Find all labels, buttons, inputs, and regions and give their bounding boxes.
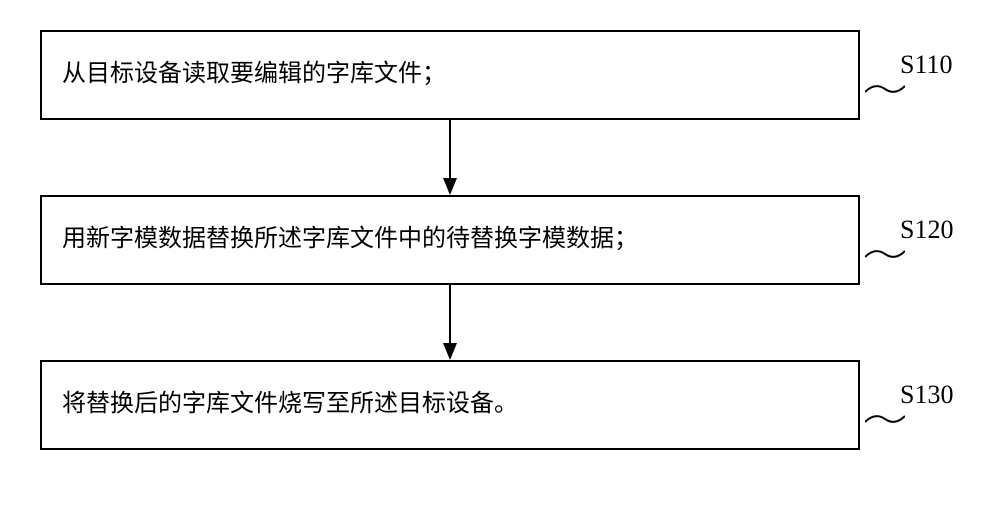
step-text-s120: 用新字模数据替换所述字库文件中的待替换字模数据； [62,223,638,257]
step-label-s120: S120 [900,215,953,245]
step-label-s110: S110 [900,50,953,80]
wave-icon-s110 [865,82,905,97]
arrow-1 [440,120,460,195]
step-text-s110: 从目标设备读取要编辑的字库文件； [62,58,446,92]
step-box-s130: 将替换后的字库文件烧写至所述目标设备。 [40,360,860,450]
arrow-2 [440,285,460,360]
step-box-s110: 从目标设备读取要编辑的字库文件； [40,30,860,120]
step-box-s120: 用新字模数据替换所述字库文件中的待替换字模数据； [40,195,860,285]
flowchart-container: 从目标设备读取要编辑的字库文件； S110 用新字模数据替换所述字库文件中的待替… [0,0,1000,508]
step-label-s130: S130 [900,380,953,410]
step-text-s130: 将替换后的字库文件烧写至所述目标设备。 [62,388,518,422]
wave-icon-s130 [865,412,905,427]
wave-icon-s120 [865,247,905,262]
